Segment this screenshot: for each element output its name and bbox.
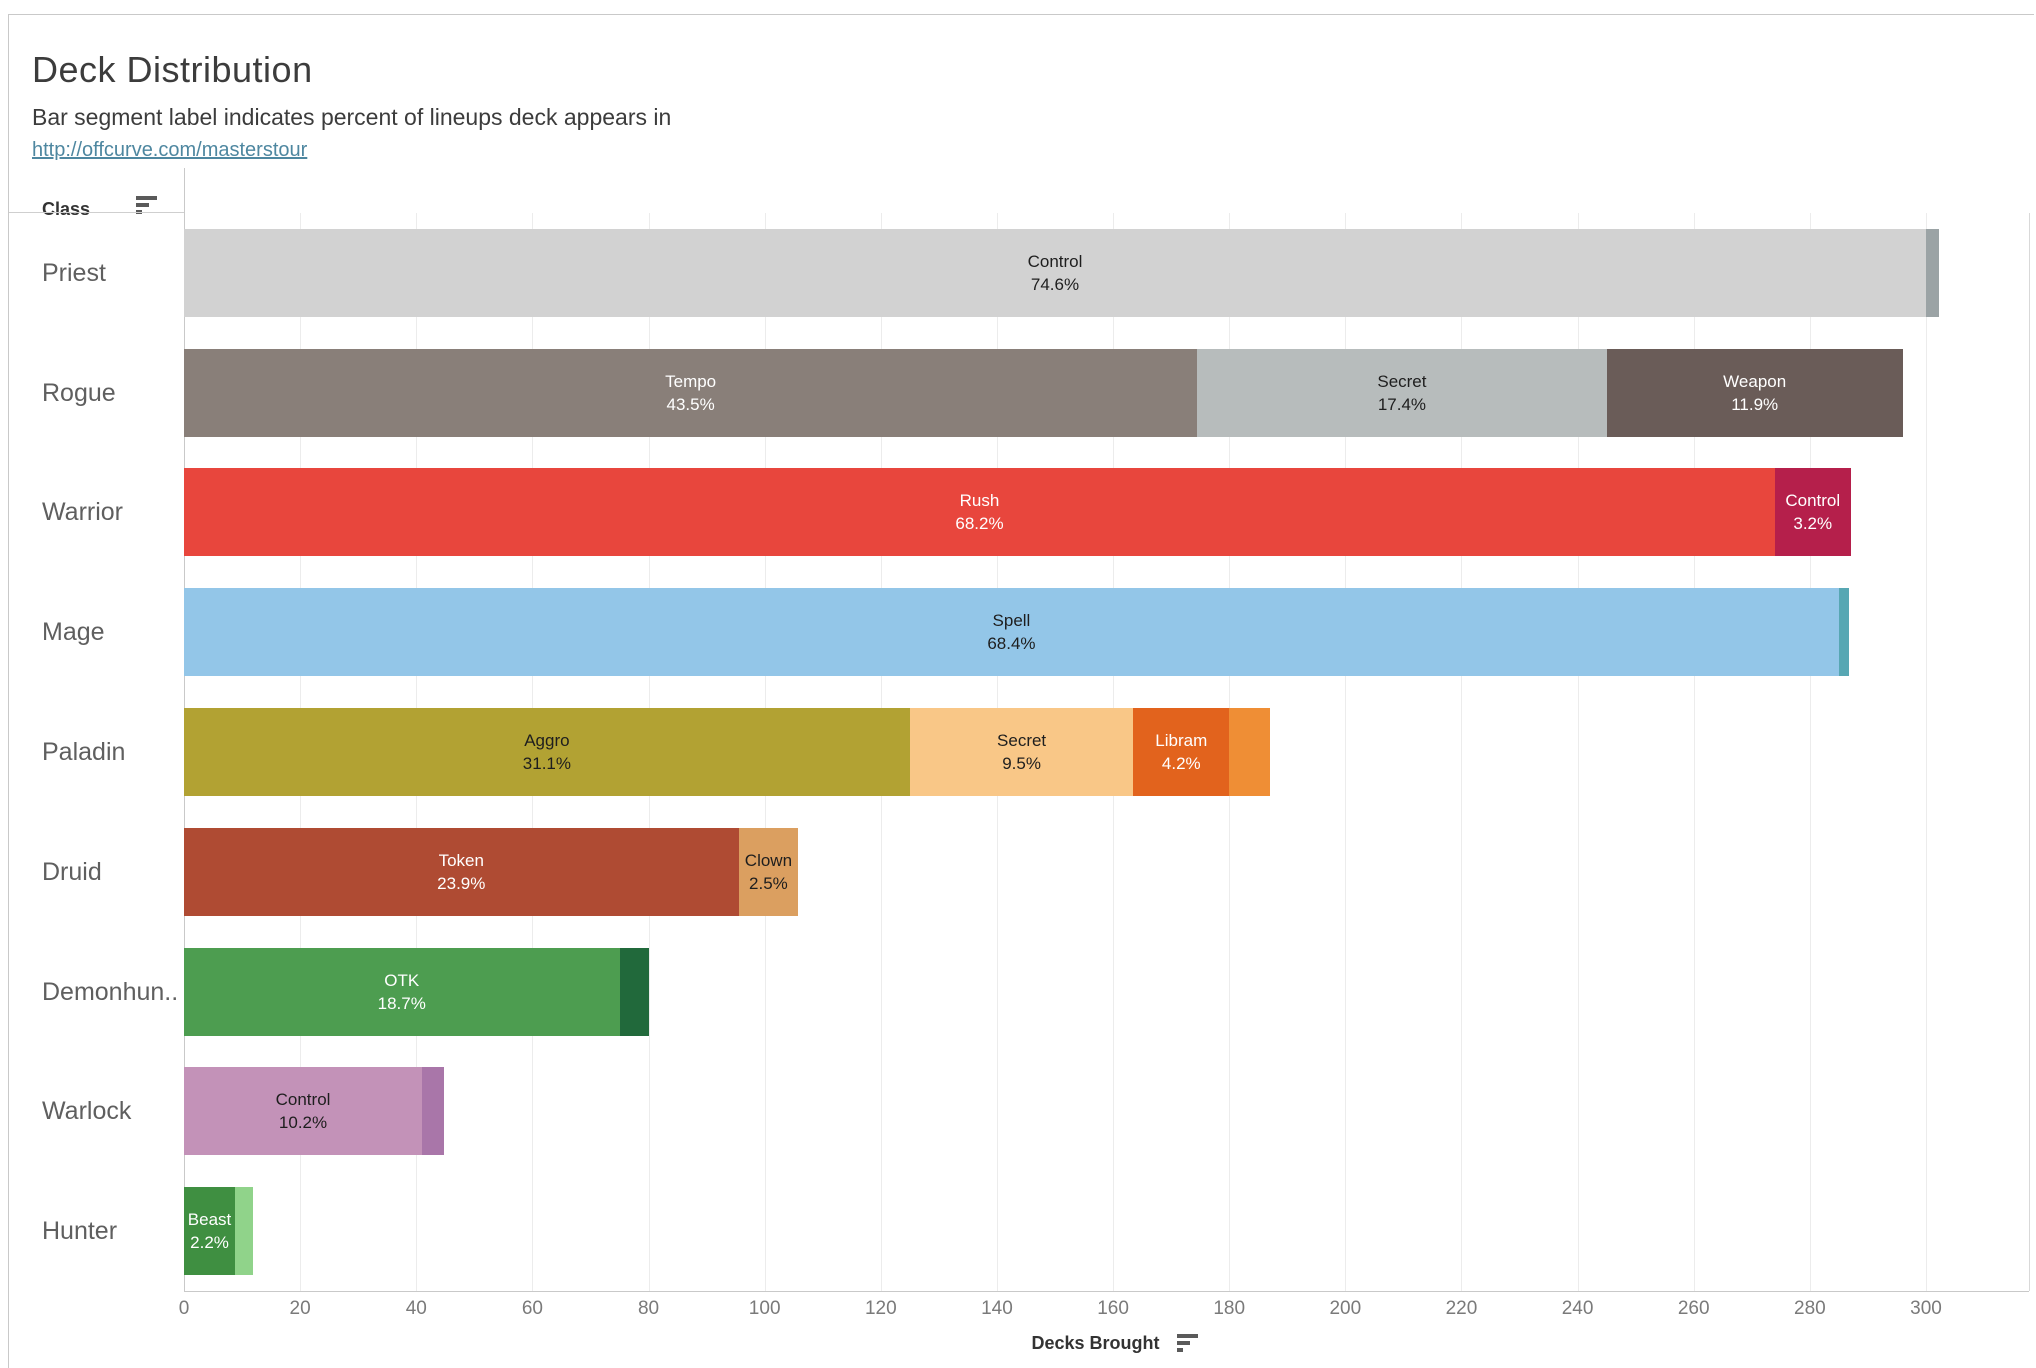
bar-row: Spell 68.4% (184, 588, 2029, 677)
plot-right-border (2029, 213, 2030, 1291)
bar-segment[interactable] (1838, 588, 1850, 677)
segment-label: OTK 18.7% (377, 970, 426, 1013)
segment-label: Secret 9.5% (997, 731, 1047, 773)
sort-descending-icon[interactable] (136, 196, 157, 217)
bar-segment-beast[interactable]: Beast 2.2% (184, 1187, 236, 1276)
segment-label: Secret 17.4% (1377, 371, 1427, 414)
x-axis-tick-label: 280 (1794, 1298, 1826, 1319)
gridline (1693, 213, 1695, 1291)
x-axis-tick-label: 100 (748, 1298, 781, 1319)
bar-segment[interactable] (1229, 708, 1270, 796)
class-label[interactable]: Warrior (42, 498, 124, 527)
segment-label: Clown 2.5% (744, 850, 793, 893)
class-header-underline (9, 212, 184, 213)
bar-segment[interactable] (422, 1067, 444, 1156)
class-label[interactable]: Demonhun.. (42, 977, 179, 1006)
x-axis-tick-label: 0 (178, 1298, 190, 1319)
bar-row: OTK 18.7% (184, 947, 2029, 1036)
gridline (1926, 213, 1927, 1291)
bar-segment-clown[interactable]: Clown 2.5% (738, 827, 799, 916)
bar-segment[interactable] (235, 1187, 253, 1276)
bar-segment-libram[interactable]: Libram 4.2% (1133, 708, 1230, 796)
segment-label: Rush 68.2% (955, 491, 1004, 534)
bar-segment[interactable] (1926, 228, 1940, 317)
bar-segment-rush[interactable]: Rush 68.2% (184, 468, 1776, 557)
bar-segment-control[interactable]: Control 3.2% (1775, 468, 1851, 557)
bar-segment-spell[interactable]: Spell 68.4% (184, 588, 1839, 677)
page-subtitle: Bar segment label indicates percent of l… (32, 104, 672, 130)
x-axis-tick-label: 220 (1445, 1298, 1478, 1319)
x-axis-tick-label: 160 (1097, 1298, 1129, 1319)
worksheet-frame: Deck Distribution Bar segment label indi… (8, 14, 2034, 1368)
segment-label: Token 23.9% (437, 850, 486, 893)
bar-segment-aggro[interactable]: Aggro 31.1% (184, 708, 910, 796)
x-axis-title[interactable]: Decks Brought (1031, 1333, 1160, 1353)
segment-label: Beast 2.2% (187, 1210, 232, 1253)
x-axis-tick-label: 20 (289, 1298, 311, 1319)
bar-row: Token 23.9% Clown 2.5% (184, 827, 2029, 916)
class-label[interactable]: Rogue (42, 378, 116, 407)
class-label[interactable]: Priest (42, 258, 106, 287)
x-axis-line (184, 1291, 2029, 1292)
segment-label: Tempo 43.5% (665, 371, 717, 414)
bar-segment-secret[interactable]: Secret 9.5% (909, 708, 1134, 796)
x-axis-tick-label: 200 (1329, 1298, 1362, 1319)
page-title: Deck Distribution (32, 49, 313, 90)
bar-row: Rush 68.2% Control 3.2% (184, 468, 2029, 557)
x-axis-tick-label: 260 (1677, 1298, 1710, 1319)
bar-segment-tempo[interactable]: Tempo 43.5% (184, 348, 1198, 437)
class-label[interactable]: Druid (42, 857, 102, 886)
segment-label: Weapon 11.9% (1723, 371, 1787, 414)
segment-label: Aggro 31.1% (522, 731, 572, 773)
row-header-class[interactable]: Class (42, 199, 91, 219)
class-label[interactable]: Paladin (42, 738, 126, 766)
bar-segment-weapon[interactable]: Weapon 11.9% (1606, 348, 1903, 437)
bar-segment-token[interactable]: Token 23.9% (184, 827, 739, 916)
segment-label: Control 10.2% (275, 1090, 331, 1133)
segment-label: Spell 68.4% (987, 611, 1036, 654)
class-label[interactable]: Hunter (42, 1217, 118, 1246)
bar-row: Control 10.2% (184, 1067, 2029, 1156)
bar-segment-control[interactable]: Control 10.2% (184, 1067, 423, 1156)
bar-row: Aggro 31.1% Secret 9.5% Libram 4.2% (184, 708, 2029, 796)
segment-label: Control 74.6% (1027, 251, 1083, 294)
gridline (1461, 213, 1463, 1291)
gridline (1345, 213, 1347, 1291)
x-axis-tick-label: 300 (1910, 1298, 1942, 1319)
segment-label: Libram 4.2% (1155, 731, 1208, 773)
bar-segment-secret[interactable]: Secret 17.4% (1197, 348, 1607, 437)
x-axis-tick-label: 140 (981, 1298, 1013, 1319)
x-axis-tick-label: 180 (1213, 1298, 1246, 1319)
x-axis-tick-label: 80 (637, 1298, 660, 1319)
bar-segment-control[interactable]: Control 74.6% (184, 228, 1926, 317)
x-axis-tick-label: 60 (521, 1298, 543, 1319)
bar-row: Tempo 43.5% Secret 17.4% Weapon 11.9% (184, 348, 2029, 437)
sort-descending-icon[interactable] (1176, 1334, 1198, 1355)
gridline (1809, 213, 1811, 1291)
class-label[interactable]: Mage (42, 618, 105, 647)
bar-segment-otk[interactable]: OTK 18.7% (184, 947, 620, 1036)
x-axis-tick-label: 40 (405, 1298, 427, 1319)
bar-row: Control 74.6% (184, 228, 2029, 317)
bar-segment[interactable] (619, 947, 649, 1036)
x-axis-tick-label: 120 (864, 1298, 897, 1319)
bar-row: Beast 2.2% (184, 1187, 2029, 1276)
class-label[interactable]: Warlock (42, 1097, 132, 1126)
x-axis-tick-label: 240 (1561, 1298, 1594, 1319)
segment-label: Control 3.2% (1785, 491, 1841, 534)
source-link[interactable]: http://offcurve.com/masterstour (32, 139, 308, 161)
gridline (1577, 213, 1579, 1291)
